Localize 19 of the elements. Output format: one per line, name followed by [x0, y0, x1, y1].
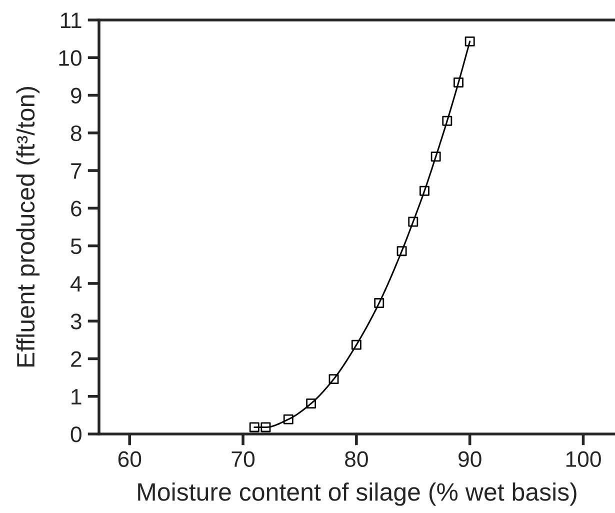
y-tick-label: 1: [72, 389, 82, 404]
y-tick-label: 6: [71, 200, 82, 216]
y-tick-label: 0: [70, 426, 82, 442]
x-tick-label: 80: [345, 451, 368, 467]
x-tick-label: 100: [566, 451, 601, 467]
x-tick-label: 60: [118, 451, 142, 467]
y-tick-label: 5: [70, 238, 82, 254]
y-tick-label: 9: [71, 88, 82, 104]
x-axis-title: Moisture content of silage (% wet basis): [138, 482, 576, 506]
x-tick-label: 70: [232, 451, 255, 467]
y-tick-label: 7: [71, 163, 82, 179]
y-axis-title: Effluent produced (ft³/ton): [16, 87, 40, 366]
y-tick-label: 3: [70, 314, 82, 330]
y-tick-label: 11: [60, 12, 82, 28]
y-tick-label: 4: [70, 276, 82, 292]
y-tick-label: 2: [71, 351, 82, 367]
x-tick-label: 90: [458, 451, 482, 467]
y-tick-label: 8: [70, 125, 82, 142]
y-tick-label: 10: [59, 50, 82, 66]
